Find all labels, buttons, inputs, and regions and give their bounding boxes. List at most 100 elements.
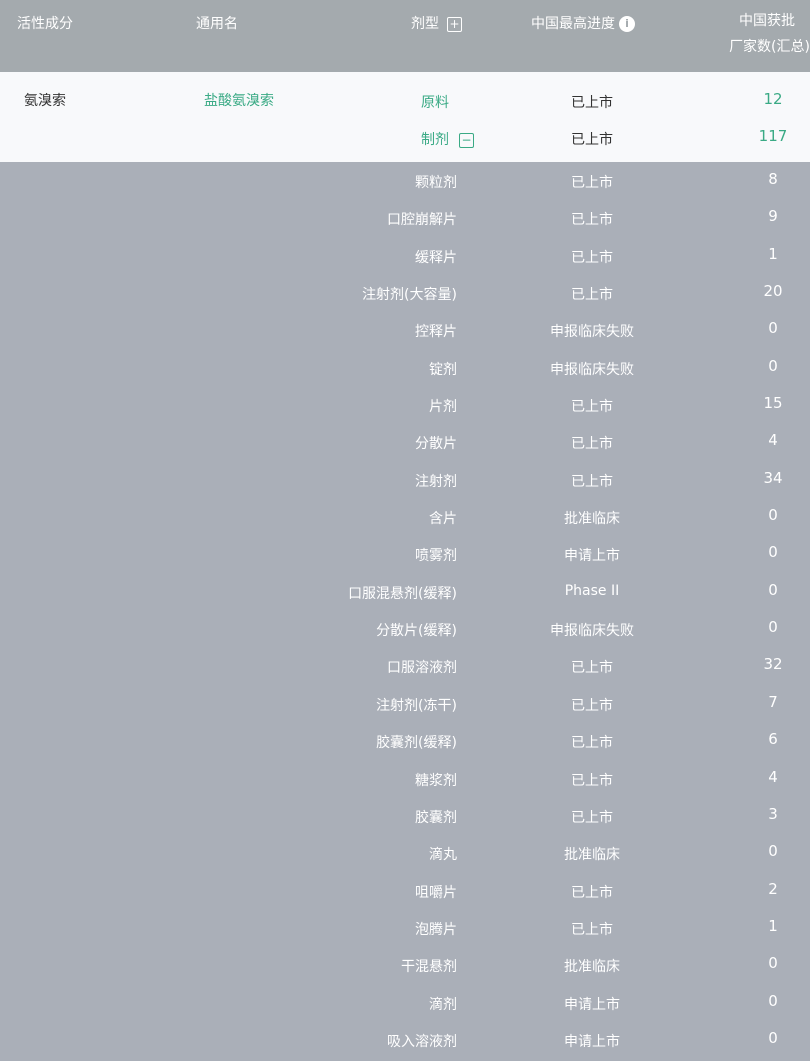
table-row: 分散片 已上市 4 [0, 423, 810, 460]
progress: 申报临床失败 [550, 324, 634, 341]
dosage-form: 控释片 [415, 324, 457, 341]
progress: 已上市 [571, 473, 613, 490]
approved-count[interactable]: 32 [763, 655, 783, 674]
table-row: 滴剂 申请上市 0 [0, 984, 810, 1021]
table-row: 口服溶液剂 已上市 32 [0, 647, 810, 684]
dosage-form: 片剂 [429, 399, 457, 416]
table-row: 颗粒剂 已上市 8 [0, 162, 810, 199]
progress: 已上市 [571, 884, 613, 901]
approved-count[interactable]: 3 [768, 804, 778, 823]
header-dosage-form: 剂型 + [411, 13, 462, 33]
form-raw-material[interactable]: 原料 [421, 95, 449, 111]
progress: 申请上市 [564, 548, 620, 565]
dosage-form: 干混悬剂 [401, 959, 457, 976]
table-row: 糖浆剂 已上市 4 [0, 760, 810, 797]
approved-count[interactable]: 0 [768, 991, 778, 1010]
progress: 已上市 [571, 772, 613, 789]
dosage-form: 锭剂 [429, 361, 457, 378]
table-row: 含片 批准临床 0 [0, 498, 810, 535]
header-approved-count: 中国获批 厂家数(汇总) [724, 8, 810, 60]
approved-count[interactable]: 8 [768, 170, 778, 188]
form-preparation[interactable]: 制剂 − [421, 129, 474, 149]
dosage-form: 胶囊剂(缓释) [376, 735, 457, 752]
dosage-form: 喷雾剂 [415, 548, 457, 565]
collapse-minus-icon[interactable]: − [459, 132, 474, 148]
approved-count[interactable]: 4 [768, 431, 778, 450]
approved-count[interactable]: 0 [768, 506, 778, 525]
progress: 申请上市 [564, 996, 620, 1013]
approved-count[interactable]: 0 [768, 580, 778, 599]
table-row: 泡腾片 已上市 1 [0, 909, 810, 946]
progress: 已上市 [571, 399, 613, 416]
table-row: 注射剂 已上市 34 [0, 461, 810, 498]
progress: 已上市 [571, 697, 613, 714]
table-row: 锭剂 申报临床失败 0 [0, 349, 810, 386]
progress: 已上市 [571, 175, 613, 191]
progress: 批准临床 [564, 959, 620, 976]
table-row: 片剂 已上市 15 [0, 386, 810, 423]
dosage-form: 注射剂 [415, 473, 457, 490]
dosage-form: 口服溶液剂 [387, 660, 457, 677]
generic-name-link[interactable]: 盐酸氨溴索 [204, 93, 274, 109]
form-preparation-label: 制剂 [421, 132, 449, 148]
header-progress: 中国最高进度 i [531, 13, 635, 33]
approved-count[interactable]: 0 [768, 319, 778, 338]
dosage-form: 口服混悬剂(缓释) [348, 585, 457, 602]
dosage-form: 注射剂(冻干) [376, 697, 457, 714]
progress: 申报临床失败 [550, 361, 634, 378]
approved-count[interactable]: 0 [768, 618, 778, 637]
table-row: 滴丸 批准临床 0 [0, 834, 810, 871]
progress-raw-material: 已上市 [571, 95, 613, 111]
dosage-form: 胶囊剂 [415, 809, 457, 826]
table-row: 胶囊剂 已上市 3 [0, 797, 810, 834]
progress: Phase II [564, 582, 620, 599]
dosage-form: 缓释片 [415, 249, 457, 266]
preparation-sub-rows: 颗粒剂 已上市 8 口腔崩解片 已上市 9 缓释片 已上市 1 注射剂(大容量) 已上市 20 控释片申… [0, 162, 810, 1058]
approved-count[interactable]: 1 [768, 916, 778, 935]
progress: 已上市 [571, 249, 613, 266]
progress: 批准临床 [564, 511, 620, 528]
table-row: 吸入溶液剂 申请上市 0 [0, 1021, 810, 1058]
info-icon[interactable]: i [619, 16, 635, 32]
progress: 已上市 [571, 212, 613, 229]
progress: 批准临床 [564, 847, 620, 864]
progress: 已上市 [571, 436, 613, 453]
table-row: 注射剂(大容量) 已上市 20 [0, 274, 810, 311]
dosage-form: 分散片 [415, 436, 457, 453]
dosage-form: 滴剂 [429, 996, 457, 1013]
header-approved-line2: 厂家数(汇总) [729, 39, 810, 55]
approved-count[interactable]: 9 [768, 207, 778, 226]
approved-count[interactable]: 6 [768, 730, 778, 749]
dosage-form: 糖浆剂 [415, 772, 457, 789]
header-progress-label: 中国最高进度 [531, 16, 615, 32]
count-raw-material[interactable]: 12 [763, 90, 783, 108]
approved-count[interactable]: 0 [768, 356, 778, 375]
progress: 已上市 [571, 660, 613, 677]
dosage-form: 泡腾片 [415, 921, 457, 938]
progress: 已上市 [571, 921, 613, 938]
ingredient-row: 氨溴索 盐酸氨溴索 原料 已上市 12 制剂 − 已上市 117 [0, 72, 810, 162]
dosage-form: 含片 [429, 511, 457, 528]
progress: 申请上市 [564, 1033, 620, 1050]
table-row: 干混悬剂 批准临床 0 [0, 946, 810, 983]
dosage-form: 口腔崩解片 [387, 212, 457, 229]
approved-count[interactable]: 4 [768, 767, 778, 786]
expand-plus-icon[interactable]: + [447, 16, 462, 32]
approved-count[interactable]: 0 [768, 842, 778, 861]
approved-count[interactable]: 34 [763, 468, 783, 487]
approved-count[interactable]: 7 [768, 692, 778, 711]
approved-count[interactable]: 0 [768, 954, 778, 973]
approved-count[interactable]: 2 [768, 879, 778, 898]
table-row: 分散片(缓释) 申报临床失败 0 [0, 610, 810, 647]
progress: 申报临床失败 [550, 623, 634, 640]
table-row: 注射剂(冻干) 已上市 7 [0, 685, 810, 722]
approved-count[interactable]: 0 [768, 543, 778, 562]
count-preparation[interactable]: 117 [758, 127, 788, 145]
approved-count[interactable]: 15 [763, 394, 783, 413]
table-row: 喷雾剂 申请上市 0 [0, 535, 810, 572]
approved-count[interactable]: 0 [768, 1028, 778, 1047]
approved-count[interactable]: 1 [768, 244, 778, 263]
table-row: 控释片 申报临床失败 0 [0, 311, 810, 348]
approved-count[interactable]: 20 [763, 282, 783, 301]
table-row: 口服混悬剂(缓释) Phase II 0 [0, 573, 810, 610]
